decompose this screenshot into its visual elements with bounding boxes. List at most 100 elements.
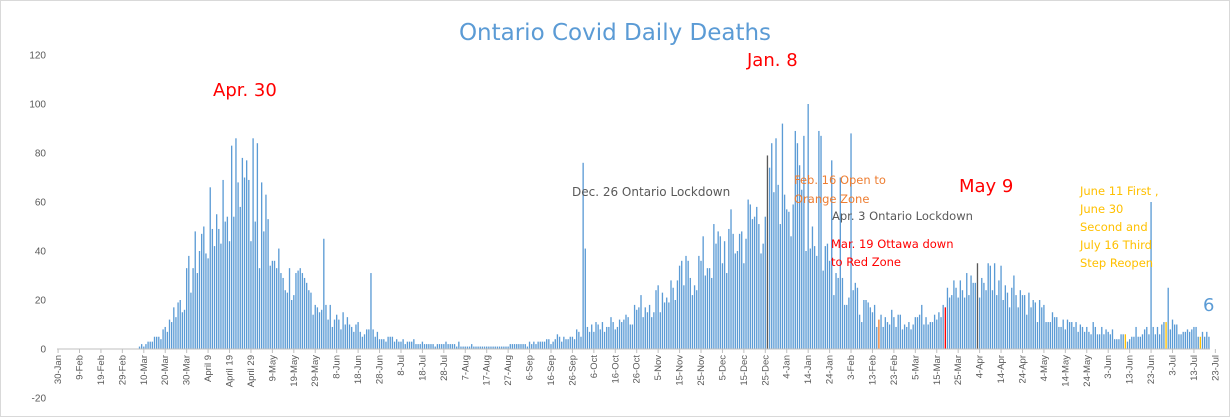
bar xyxy=(1137,336,1139,349)
bar xyxy=(1047,322,1049,349)
bar xyxy=(893,317,895,349)
bar xyxy=(771,143,773,349)
bar xyxy=(1188,331,1191,349)
bar xyxy=(561,341,563,349)
bar xyxy=(1049,322,1051,349)
bar xyxy=(406,341,409,349)
bar xyxy=(432,344,434,349)
bar xyxy=(417,344,419,349)
bar xyxy=(1133,336,1135,349)
x-tick-label: 14-Apr xyxy=(996,355,1007,384)
bar xyxy=(1079,324,1082,349)
bar xyxy=(445,341,447,349)
bar xyxy=(258,268,261,349)
bar xyxy=(843,304,846,349)
bar xyxy=(1092,322,1094,349)
bar xyxy=(331,326,334,349)
bar xyxy=(809,248,811,349)
bar xyxy=(993,263,996,349)
x-tick-label: 6-Sep xyxy=(525,355,536,380)
bar xyxy=(1178,334,1180,349)
y-tick-label: 100 xyxy=(29,100,46,111)
bar xyxy=(1156,326,1159,349)
bar xyxy=(226,216,229,349)
bar xyxy=(732,233,734,349)
bar xyxy=(593,331,595,349)
bar xyxy=(768,167,771,349)
bar xyxy=(835,273,837,349)
x-tick-label: 4-Apr xyxy=(975,355,986,378)
bar xyxy=(149,341,151,349)
chart-title: Ontario Covid Daily Deaths xyxy=(459,20,771,46)
bar xyxy=(372,329,374,349)
bar xyxy=(286,292,289,349)
bar xyxy=(1195,326,1197,349)
bar xyxy=(338,319,340,349)
bar xyxy=(190,292,192,349)
bar xyxy=(1150,202,1152,349)
bar xyxy=(786,209,788,349)
bar xyxy=(278,248,280,349)
bar xyxy=(216,214,218,349)
bar xyxy=(233,216,235,349)
bar xyxy=(1000,265,1002,349)
bar xyxy=(505,346,507,349)
bar xyxy=(398,341,400,349)
bar xyxy=(766,155,769,349)
bar xyxy=(726,273,728,349)
bar xyxy=(972,282,974,349)
bar xyxy=(805,251,807,349)
bar xyxy=(1004,285,1006,349)
x-tick-label: 14-May xyxy=(1060,355,1071,387)
bar xyxy=(449,344,451,349)
bar xyxy=(554,339,556,349)
bar xyxy=(224,221,226,349)
bar xyxy=(1073,326,1075,349)
bar xyxy=(340,329,342,349)
x-tick-label: 24-Jan xyxy=(825,355,836,384)
bar xyxy=(1090,334,1092,349)
bar xyxy=(1139,336,1142,349)
bar xyxy=(1088,331,1090,349)
bar xyxy=(734,253,736,349)
bar xyxy=(880,314,882,349)
bar xyxy=(1043,304,1045,349)
bar xyxy=(876,326,878,349)
bar xyxy=(921,304,923,349)
bar xyxy=(711,277,713,349)
bar xyxy=(1171,319,1174,349)
bar xyxy=(595,322,597,349)
bar xyxy=(170,322,173,349)
bar xyxy=(702,236,704,349)
bar xyxy=(458,341,460,349)
x-tick-label: 23-Jun xyxy=(1146,355,1157,384)
bar xyxy=(383,339,385,349)
bar xyxy=(886,322,889,349)
bar xyxy=(306,282,308,349)
bar xyxy=(996,295,998,349)
bar xyxy=(745,238,747,349)
bar xyxy=(976,263,979,349)
bar xyxy=(758,224,760,349)
bar xyxy=(621,322,623,349)
bar xyxy=(256,143,259,349)
bar xyxy=(267,219,269,349)
bar xyxy=(640,295,642,349)
bar xyxy=(434,346,436,349)
bar xyxy=(528,341,531,349)
bar xyxy=(486,346,488,349)
bar xyxy=(213,246,216,349)
bar xyxy=(901,329,904,349)
bar xyxy=(657,285,659,349)
bar xyxy=(1019,290,1021,349)
annotation-text: Second and xyxy=(1080,220,1148,234)
bar xyxy=(490,346,492,349)
bar xyxy=(659,312,661,349)
bar xyxy=(153,336,156,349)
bar xyxy=(584,248,586,349)
bar xyxy=(175,317,177,349)
bar xyxy=(899,314,901,349)
bar xyxy=(543,341,546,349)
bar xyxy=(940,317,942,349)
